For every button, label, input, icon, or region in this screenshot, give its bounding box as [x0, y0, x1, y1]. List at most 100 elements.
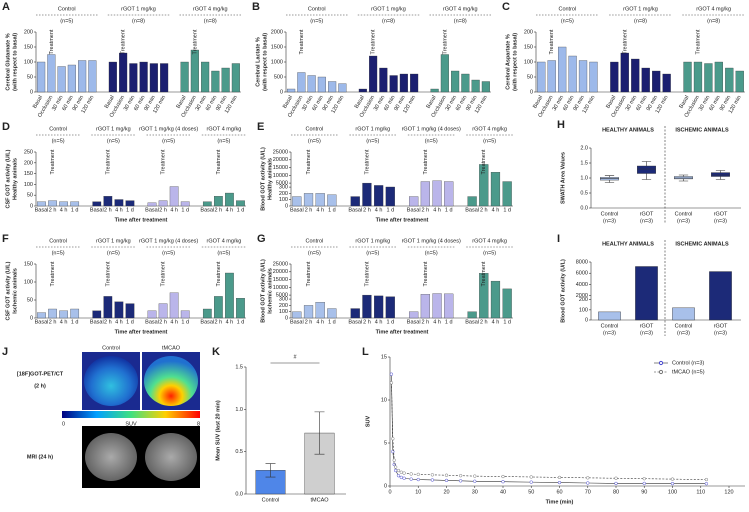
- bar: [317, 76, 326, 93]
- x-tick-label: 4 h: [226, 319, 234, 325]
- y-tick-label: 0: [530, 89, 533, 95]
- bar: [158, 303, 168, 319]
- y-axis-label: SWATH Area Values: [560, 152, 566, 204]
- bar: [214, 196, 223, 207]
- point: [402, 471, 406, 475]
- y-axis-label: CSF GOT activity (U/L): [5, 149, 11, 208]
- bar: [214, 296, 223, 319]
- panel-letter: F: [2, 233, 9, 245]
- x-tick-label: Basal: [200, 207, 214, 213]
- bar: [481, 81, 490, 93]
- x-tick-label: 1 d: [386, 207, 394, 213]
- bar: [714, 61, 723, 93]
- x-tick-label: 1 d: [126, 207, 134, 213]
- annotation: Treatment: [481, 261, 487, 286]
- bar: [180, 61, 189, 93]
- y-axis-label: (with respect to basal): [512, 33, 518, 91]
- y-axis-label: Blood GOT activity (U/L): [560, 259, 566, 323]
- bar: [610, 61, 619, 93]
- bar: [327, 194, 337, 207]
- y-tick-label: 1500: [271, 44, 283, 50]
- panel-letter: H: [557, 119, 565, 131]
- group-label: rGOT 1 mg/kg: [355, 238, 390, 244]
- group-n: (n=5): [310, 18, 323, 24]
- bar: [432, 180, 442, 207]
- y-tick-label: 20000: [273, 157, 288, 163]
- x-tick-label: 2 h: [159, 319, 167, 325]
- x-tick-label: 100: [668, 489, 677, 495]
- annotation: Treatment: [105, 261, 111, 286]
- bar: [440, 54, 449, 93]
- bar: [292, 311, 302, 319]
- image-title: [18F]GOT-PET/CT: [17, 371, 64, 377]
- bar: [350, 196, 360, 207]
- bar: [537, 61, 546, 93]
- group-n: (n=8): [707, 18, 720, 24]
- annotation: Treatment: [161, 261, 167, 286]
- bar: [362, 294, 372, 319]
- bar: [379, 67, 388, 93]
- x-tick-label: 4 h: [375, 319, 383, 325]
- series-line: [391, 374, 707, 484]
- bar: [399, 73, 408, 93]
- bar: [641, 67, 650, 93]
- group-n: (n=5): [107, 138, 120, 144]
- point: [394, 465, 398, 469]
- bar: [160, 63, 169, 93]
- bar: [338, 83, 347, 93]
- group-n: (n=5): [366, 250, 379, 256]
- x-tick-label: 40: [500, 489, 506, 495]
- y-axis-label: Ischemic animals: [267, 268, 273, 314]
- y-axis-label: Cerebral Lactate %: [255, 37, 261, 87]
- x-tick-label: Basal: [290, 207, 304, 213]
- bar: [92, 310, 102, 319]
- bar: [103, 196, 113, 207]
- x-tick-label: 1 d: [71, 207, 79, 213]
- y-axis-label: (with respect to basal): [12, 33, 18, 91]
- n-label: (n=3): [714, 218, 727, 224]
- group-n: (n=5): [52, 250, 65, 256]
- group-label: rGOT 1 mg/kg: [96, 126, 131, 132]
- y-tick-label: 200: [24, 29, 33, 35]
- point: [430, 478, 435, 482]
- group-label: ISCHEMIC ANIMALS: [675, 127, 729, 133]
- annotation: Treatment: [216, 261, 222, 286]
- x-tick-label: 1 d: [445, 207, 453, 213]
- y-tick-label: 0: [285, 315, 288, 321]
- y-tick-label: 1.0: [580, 175, 588, 181]
- x-tick-label: 2 h: [422, 207, 430, 213]
- y-axis-label: Blood GOT activity (U/L): [260, 259, 266, 323]
- y-tick-label: 150: [24, 261, 33, 267]
- point: [529, 475, 533, 479]
- bar: [578, 60, 588, 93]
- colorbar: [62, 411, 200, 418]
- point: [399, 470, 403, 474]
- bar: [169, 186, 179, 207]
- n-label: (n=3): [603, 330, 616, 336]
- y-tick-label: 500: [274, 74, 283, 80]
- bar: [147, 310, 157, 319]
- column-label: Control: [102, 345, 120, 351]
- bar: [129, 63, 138, 93]
- point: [392, 458, 396, 462]
- bar: [201, 61, 210, 93]
- x-tick-label: 1 d: [328, 207, 336, 213]
- group-n: (n=5): [107, 250, 120, 256]
- x-tick-label: 4 h: [115, 207, 123, 213]
- x-tick-label: 2 h: [305, 207, 313, 213]
- group-label: rGOT 4 mg/kg: [472, 126, 507, 132]
- x-tick-label: 4 h: [115, 319, 123, 325]
- point: [409, 477, 413, 481]
- y-tick-label: 25000: [273, 149, 288, 155]
- x-tick-label: rGOT: [714, 211, 728, 217]
- annotation: Treatment: [481, 149, 487, 174]
- bar: [568, 55, 577, 93]
- y-tick-label: 5: [384, 440, 387, 446]
- group-n: (n=8): [634, 18, 647, 24]
- group-n: (n=8): [204, 18, 217, 24]
- x-tick-label: 1 d: [328, 319, 336, 325]
- legend-marker: [658, 369, 664, 375]
- x-tick-label: rGOT: [640, 211, 654, 217]
- legend-label: Control (n=3): [672, 360, 704, 366]
- annotation: Treatment: [622, 29, 628, 54]
